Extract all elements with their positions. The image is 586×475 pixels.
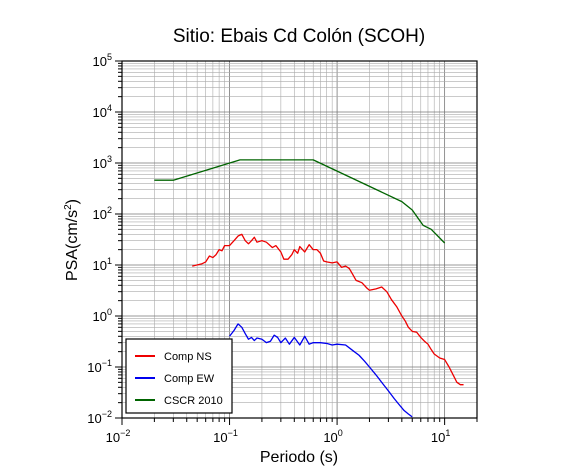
series-line-cscr-2010 [154, 159, 446, 244]
legend: Comp NS Comp EW CSCR 2010 [125, 338, 233, 414]
y-axis-label-group: PSA(cm/s2) [63, 199, 81, 281]
y-tick-label: 105 [93, 52, 112, 69]
x-tick-label: 101 [431, 428, 450, 445]
x-tick-label: 10−1 [213, 428, 238, 445]
y-tick-label: 10−2 [87, 409, 112, 426]
series-line-comp-ns [192, 233, 464, 386]
x-axis-label: Periodo (s) [260, 449, 338, 466]
series-line-comp-ew [229, 323, 413, 418]
y-tick-label: 104 [93, 103, 112, 120]
x-tick-label: 100 [323, 428, 342, 445]
grid [121, 60, 478, 419]
chart-title: Sitio: Ebais Cd Colón (SCOH) [173, 26, 425, 47]
y-tick-label: 100 [93, 307, 112, 324]
legend-label-cscr-2010: CSCR 2010 [164, 395, 223, 407]
legend-label-comp-ew: Comp EW [164, 373, 215, 385]
y-tick-label: 101 [93, 256, 112, 273]
plot-frame [121, 60, 478, 419]
series-layer [154, 159, 464, 418]
legend-label-comp-ns: Comp NS [164, 351, 212, 363]
y-tick-label: 102 [93, 205, 112, 222]
y-tick-label: 103 [93, 154, 112, 171]
ticks: 10−2 10−1 100 101 10−2 10−1 100 101 102 103 104 105 [87, 52, 478, 445]
y-axis-label: PSA(cm/s2) [63, 199, 81, 281]
x-tick-label: 10−2 [106, 428, 131, 445]
y-tick-label: 10−1 [87, 358, 112, 375]
